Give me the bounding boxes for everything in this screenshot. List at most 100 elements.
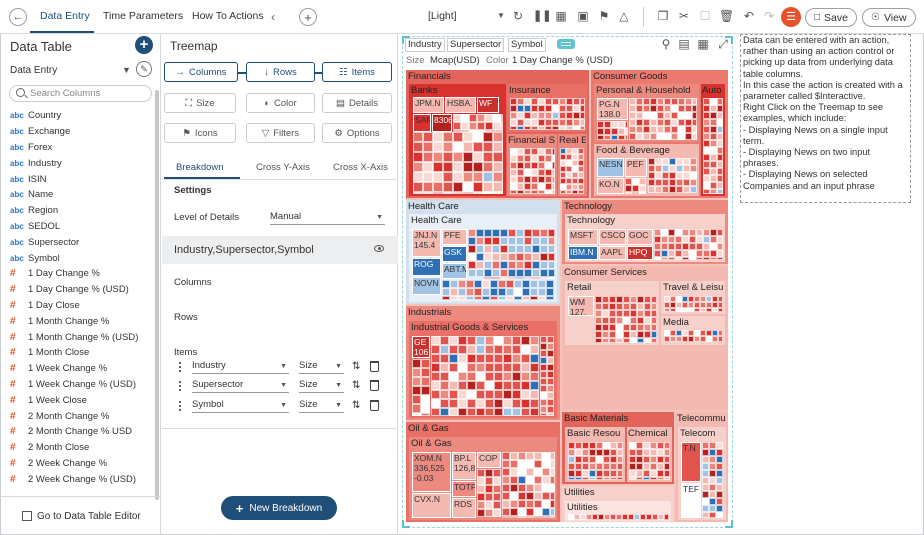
view-button[interactable]: ☉ View bbox=[862, 8, 916, 27]
treemap-cell[interactable] bbox=[603, 477, 610, 480]
treemap-cell[interactable] bbox=[546, 288, 554, 296]
treemap-cell[interactable]: NOVN bbox=[412, 277, 441, 295]
treemap-cell[interactable] bbox=[498, 296, 506, 300]
treemap-cell[interactable] bbox=[524, 112, 531, 119]
treemap-cell[interactable] bbox=[477, 114, 485, 122]
treemap-cell[interactable] bbox=[572, 184, 578, 190]
treemap-cell[interactable] bbox=[657, 442, 664, 449]
treemap-cell[interactable] bbox=[566, 126, 573, 130]
treemap-cell[interactable] bbox=[689, 257, 696, 260]
treemap-cell[interactable] bbox=[683, 158, 690, 165]
treemap-cell[interactable] bbox=[675, 257, 682, 260]
treemap-cell[interactable] bbox=[532, 269, 540, 277]
treemap-visualization[interactable]: Industry Supersector Symbol ⚲ ▤ ▦ ⤢ Size… bbox=[399, 34, 737, 534]
treemap-cell[interactable] bbox=[493, 130, 501, 132]
treemap-cell[interactable] bbox=[473, 162, 483, 172]
treemap-cell[interactable] bbox=[494, 345, 503, 354]
treemap-cell[interactable] bbox=[550, 460, 555, 468]
treemap-cell[interactable] bbox=[510, 119, 517, 126]
treemap-cell[interactable] bbox=[678, 119, 685, 126]
treemap-cell[interactable] bbox=[651, 296, 657, 303]
treemap-cell[interactable] bbox=[682, 257, 689, 260]
treemap-cell[interactable] bbox=[623, 303, 630, 310]
treemap-cell[interactable] bbox=[502, 452, 510, 460]
treemap-cell[interactable] bbox=[449, 399, 458, 408]
treemap-cell[interactable] bbox=[658, 514, 664, 520]
treemap-cell[interactable] bbox=[449, 381, 458, 390]
treemap-cell[interactable] bbox=[547, 364, 554, 371]
treemap-cell[interactable] bbox=[578, 178, 584, 184]
undo-icon[interactable]: ↶ bbox=[743, 9, 755, 23]
treemap-cell[interactable] bbox=[643, 98, 650, 105]
treemap-cell[interactable] bbox=[718, 336, 723, 342]
treemap-cell[interactable] bbox=[716, 463, 723, 470]
treemap-cell[interactable]: GSK bbox=[442, 246, 467, 262]
treemap-cell[interactable] bbox=[552, 98, 559, 105]
treemap-cell[interactable] bbox=[494, 372, 503, 381]
treemap-cell[interactable] bbox=[690, 186, 697, 193]
treemap-cell[interactable] bbox=[550, 516, 555, 518]
treemap-cell[interactable] bbox=[702, 477, 709, 484]
treemap-cell[interactable]: BP.L 126,8 bbox=[452, 452, 476, 480]
treemap-cell[interactable] bbox=[521, 408, 530, 416]
treemap-cell[interactable] bbox=[595, 331, 602, 338]
treemap-cell[interactable]: PG.N 138.0 bbox=[597, 98, 628, 120]
treemap-cell[interactable] bbox=[703, 98, 710, 105]
treemap-cell[interactable] bbox=[443, 152, 453, 162]
treemap-cell[interactable] bbox=[609, 310, 616, 317]
treemap-cell[interactable] bbox=[650, 105, 657, 112]
treemap-cell[interactable] bbox=[524, 261, 532, 269]
export-icon[interactable]: ▤ bbox=[678, 37, 690, 51]
treemap-cell[interactable] bbox=[531, 148, 538, 155]
search-icon[interactable]: ⚲ bbox=[661, 37, 671, 51]
treemap-cell[interactable] bbox=[657, 463, 664, 470]
treemap-cell[interactable] bbox=[524, 269, 532, 277]
treemap-cell[interactable] bbox=[485, 381, 494, 390]
treemap-cell[interactable] bbox=[670, 308, 676, 312]
treemap-cell[interactable] bbox=[449, 372, 458, 381]
treemap-cell[interactable] bbox=[476, 245, 484, 253]
treemap-cell[interactable] bbox=[503, 372, 512, 381]
treemap-cell[interactable] bbox=[654, 243, 661, 250]
treemap-cell[interactable] bbox=[664, 133, 671, 140]
treemap-cell[interactable] bbox=[616, 303, 623, 310]
treemap-cell[interactable] bbox=[703, 105, 710, 112]
treemap-cell[interactable] bbox=[676, 336, 682, 342]
item-field-select[interactable]: Symbol ▼ bbox=[192, 399, 289, 413]
treemap-cell[interactable] bbox=[458, 288, 466, 296]
treemap-cell[interactable] bbox=[423, 152, 433, 162]
treemap-cell[interactable] bbox=[524, 162, 531, 169]
treemap-cell[interactable] bbox=[449, 390, 458, 399]
treemap-cell[interactable] bbox=[595, 338, 602, 343]
treemap-cell[interactable] bbox=[636, 442, 643, 449]
treemap-cell[interactable] bbox=[654, 250, 661, 257]
treemap-cell[interactable] bbox=[595, 310, 602, 317]
treemap-cell[interactable] bbox=[716, 456, 723, 463]
treemap-cell[interactable] bbox=[629, 98, 636, 105]
treemap-cell[interactable] bbox=[690, 165, 697, 172]
treemap-cell[interactable] bbox=[643, 477, 650, 480]
treemap-cell[interactable] bbox=[440, 390, 449, 399]
treemap-cell[interactable] bbox=[560, 154, 566, 160]
treemap-cell[interactable] bbox=[492, 253, 500, 261]
treemap-cell[interactable] bbox=[485, 363, 494, 372]
treemap-cell[interactable] bbox=[500, 253, 508, 261]
treemap-cell[interactable]: KO.N bbox=[597, 178, 624, 194]
treemap-cell[interactable] bbox=[625, 121, 628, 128]
treemap-cell[interactable] bbox=[524, 169, 531, 176]
treemap-cell[interactable] bbox=[493, 142, 503, 152]
treemap-cell[interactable] bbox=[531, 112, 538, 119]
treemap-cell[interactable] bbox=[534, 476, 542, 484]
treemap-cell[interactable] bbox=[484, 253, 492, 261]
treemap-cell[interactable] bbox=[524, 119, 531, 126]
treemap-cell[interactable] bbox=[611, 135, 618, 140]
treemap-cell[interactable] bbox=[502, 468, 510, 476]
treemap-cell[interactable] bbox=[534, 508, 542, 516]
treemap-cell[interactable] bbox=[676, 179, 683, 186]
treemap-cell[interactable] bbox=[572, 154, 578, 160]
treemap-cell[interactable] bbox=[560, 190, 566, 194]
treemap-cell[interactable] bbox=[534, 460, 542, 468]
treemap-cell[interactable] bbox=[531, 98, 538, 105]
treemap-cell[interactable] bbox=[643, 442, 650, 449]
treemap-cell[interactable] bbox=[423, 172, 433, 182]
